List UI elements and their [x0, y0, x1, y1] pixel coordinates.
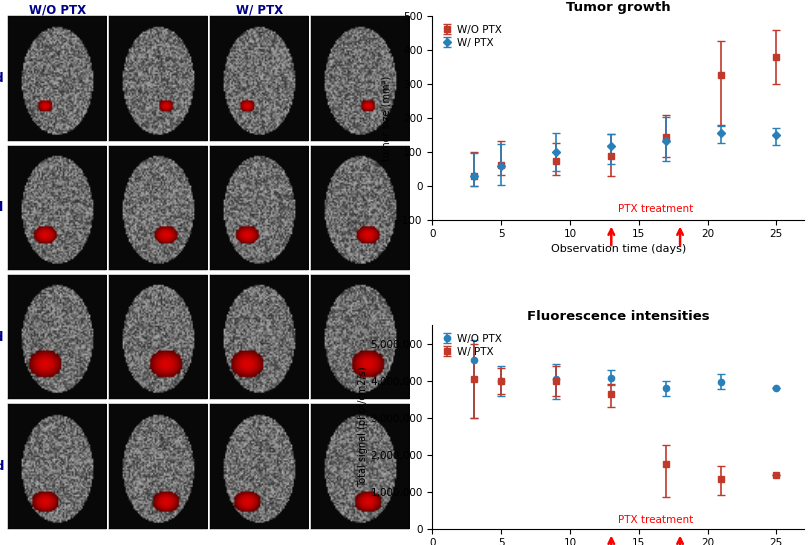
- Title: Tumor growth: Tumor growth: [565, 1, 670, 14]
- Y-axis label: 5d: 5d: [0, 72, 4, 85]
- Title: W/O PTX: W/O PTX: [28, 3, 86, 16]
- Legend: W/O PTX, W/ PTX: W/O PTX, W/ PTX: [437, 22, 504, 51]
- Y-axis label: 21d: 21d: [0, 460, 4, 473]
- Y-axis label: 17d: 17d: [0, 331, 4, 344]
- Text: PTX treatment: PTX treatment: [617, 514, 693, 525]
- Legend: W/O PTX, W/ PTX: W/O PTX, W/ PTX: [437, 331, 504, 360]
- Title: Fluorescence intensities: Fluorescence intensities: [526, 310, 709, 323]
- Y-axis label: Total signal (phot/cm2/s): Total signal (phot/cm2/s): [357, 367, 367, 487]
- Y-axis label: tumor size (mm³): tumor size (mm³): [381, 75, 391, 161]
- Text: PTX treatment: PTX treatment: [617, 204, 693, 214]
- Y-axis label: 13d: 13d: [0, 201, 4, 214]
- Title: W/ PTX: W/ PTX: [235, 3, 282, 16]
- X-axis label: Observation time (days): Observation time (days): [550, 244, 685, 253]
